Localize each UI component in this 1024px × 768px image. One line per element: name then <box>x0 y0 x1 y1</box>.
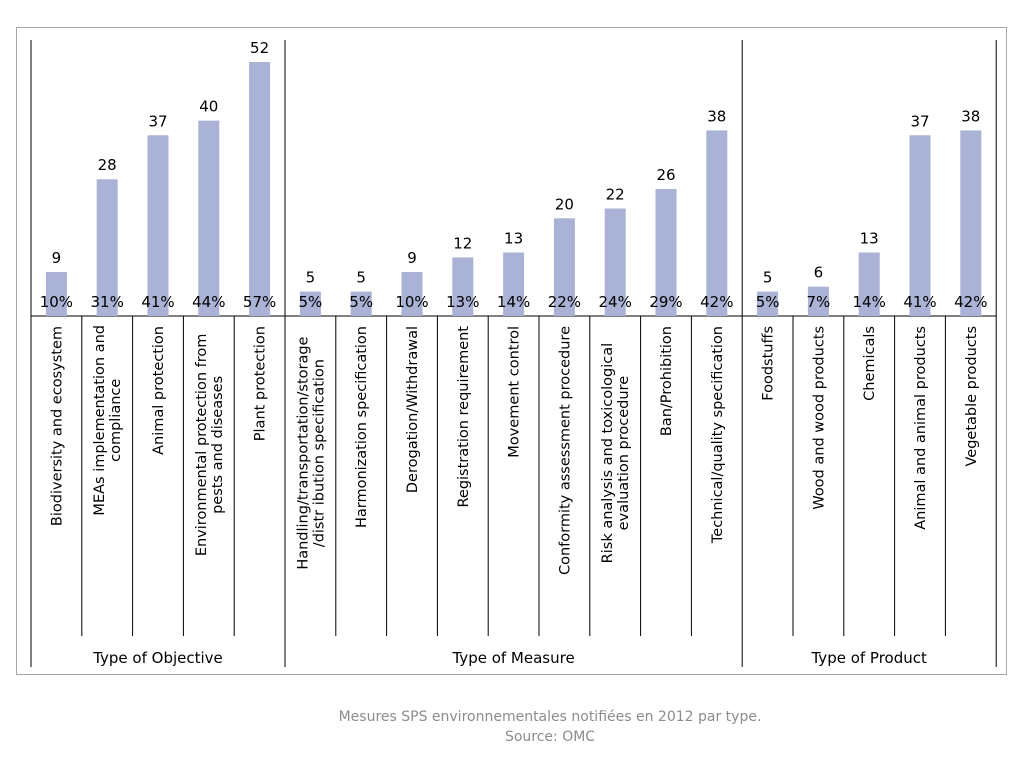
category-label: Vegetable products <box>964 326 980 467</box>
bar-percent-label: 10% <box>40 293 73 311</box>
bar <box>553 218 575 316</box>
bar-value-label: 9 <box>407 249 417 267</box>
chart-frame <box>16 27 1007 675</box>
bar-value-label: 37 <box>910 112 929 130</box>
category-label: Registration requirement <box>456 326 472 508</box>
sps-chart: Type of Objective 9 10% Biodiversity and ec… <box>30 39 997 667</box>
bar-percent-label: 13% <box>446 293 479 311</box>
bar-percent-label: 7% <box>807 293 831 311</box>
bar <box>858 252 880 316</box>
bar-value-label: 52 <box>250 39 269 57</box>
bar-percent-label: 24% <box>599 293 632 311</box>
bar <box>350 291 372 316</box>
bar-percent-label: 22% <box>548 293 581 311</box>
category-label: Environmental protection frompests and d… <box>194 334 226 557</box>
bar-percent-label: 44% <box>192 293 225 311</box>
bar <box>401 272 423 316</box>
bar-value-label: 13 <box>504 230 523 248</box>
bar-value-label: 28 <box>98 156 117 174</box>
category-label: Foodstuffs <box>761 326 777 401</box>
bar <box>604 208 626 316</box>
bar <box>147 135 169 316</box>
bar-percent-label: 57% <box>243 293 276 311</box>
bar-value-label: 9 <box>52 249 62 267</box>
category-label: Plant protection <box>253 326 269 441</box>
bar-percent-label: 31% <box>91 293 124 311</box>
bar <box>96 179 118 316</box>
category-label: Harmonization specification <box>354 326 370 528</box>
bar-value-label: 22 <box>606 186 625 204</box>
category-label: Risk analysis and toxicologicalevaluatio… <box>600 343 632 563</box>
category-label: Movement control <box>507 326 523 458</box>
bar-value-label: 13 <box>860 230 879 248</box>
bar-value-label: 20 <box>555 195 574 213</box>
category-label: Animal protection <box>151 326 167 455</box>
bar <box>757 291 779 316</box>
bar <box>249 62 271 316</box>
category-label: Ban/Prohibition <box>659 326 675 436</box>
bar-percent-label: 41% <box>903 293 936 311</box>
bar-percent-label: 5% <box>756 293 780 311</box>
bar-value-label: 26 <box>656 166 675 184</box>
bar-percent-label: 42% <box>700 293 733 311</box>
caption-line-2: Source: OMC <box>504 729 596 745</box>
bar-value-label: 40 <box>199 98 218 116</box>
bar-percent-label: 42% <box>954 293 987 311</box>
category-label: Derogation/Withdrawal <box>405 326 421 493</box>
group-label: Type of Measure <box>451 649 574 667</box>
bar-percent-label: 5% <box>349 293 373 311</box>
bar <box>807 286 829 316</box>
category-label: Chemicals <box>862 326 878 401</box>
group-label: Type of Objective <box>92 649 223 667</box>
category-label: Handling/transportation/storage/distr ib… <box>295 336 327 569</box>
bar-percent-label: 10% <box>395 293 428 311</box>
bar-value-label: 38 <box>707 107 726 125</box>
bar-percent-label: 14% <box>497 293 530 311</box>
bar-value-label: 5 <box>306 269 316 287</box>
bar-value-label: 38 <box>961 107 980 125</box>
category-label: Biodiversity and ecosystem <box>49 326 65 526</box>
bar-value-label: 6 <box>814 264 824 282</box>
bar <box>299 291 321 316</box>
bar <box>198 120 220 316</box>
bar <box>909 135 931 316</box>
bar <box>655 189 677 316</box>
bar-value-label: 12 <box>453 234 472 252</box>
category-label: Animal and animal products <box>913 326 929 530</box>
bar <box>960 130 982 316</box>
bar-value-label: 5 <box>356 269 366 287</box>
bar <box>45 272 67 316</box>
category-label: Wood and wood products <box>811 326 827 510</box>
category-label: MEAs implementation andcompliance <box>92 325 124 516</box>
bar-percent-label: 5% <box>299 293 323 311</box>
bar-percent-label: 29% <box>649 293 682 311</box>
bar <box>503 252 525 316</box>
caption-line-1: Mesures SPS environnementales notifiées … <box>338 709 762 725</box>
bar <box>706 130 728 316</box>
bar-percent-label: 14% <box>853 293 886 311</box>
group-label: Type of Product <box>810 649 927 667</box>
bar-value-label: 5 <box>763 269 773 287</box>
bar-percent-label: 41% <box>141 293 174 311</box>
category-label: Conformity assessment procedure <box>557 326 573 575</box>
category-label: Technical/quality specification <box>710 326 726 544</box>
bar-value-label: 37 <box>148 112 167 130</box>
bar <box>452 257 474 316</box>
